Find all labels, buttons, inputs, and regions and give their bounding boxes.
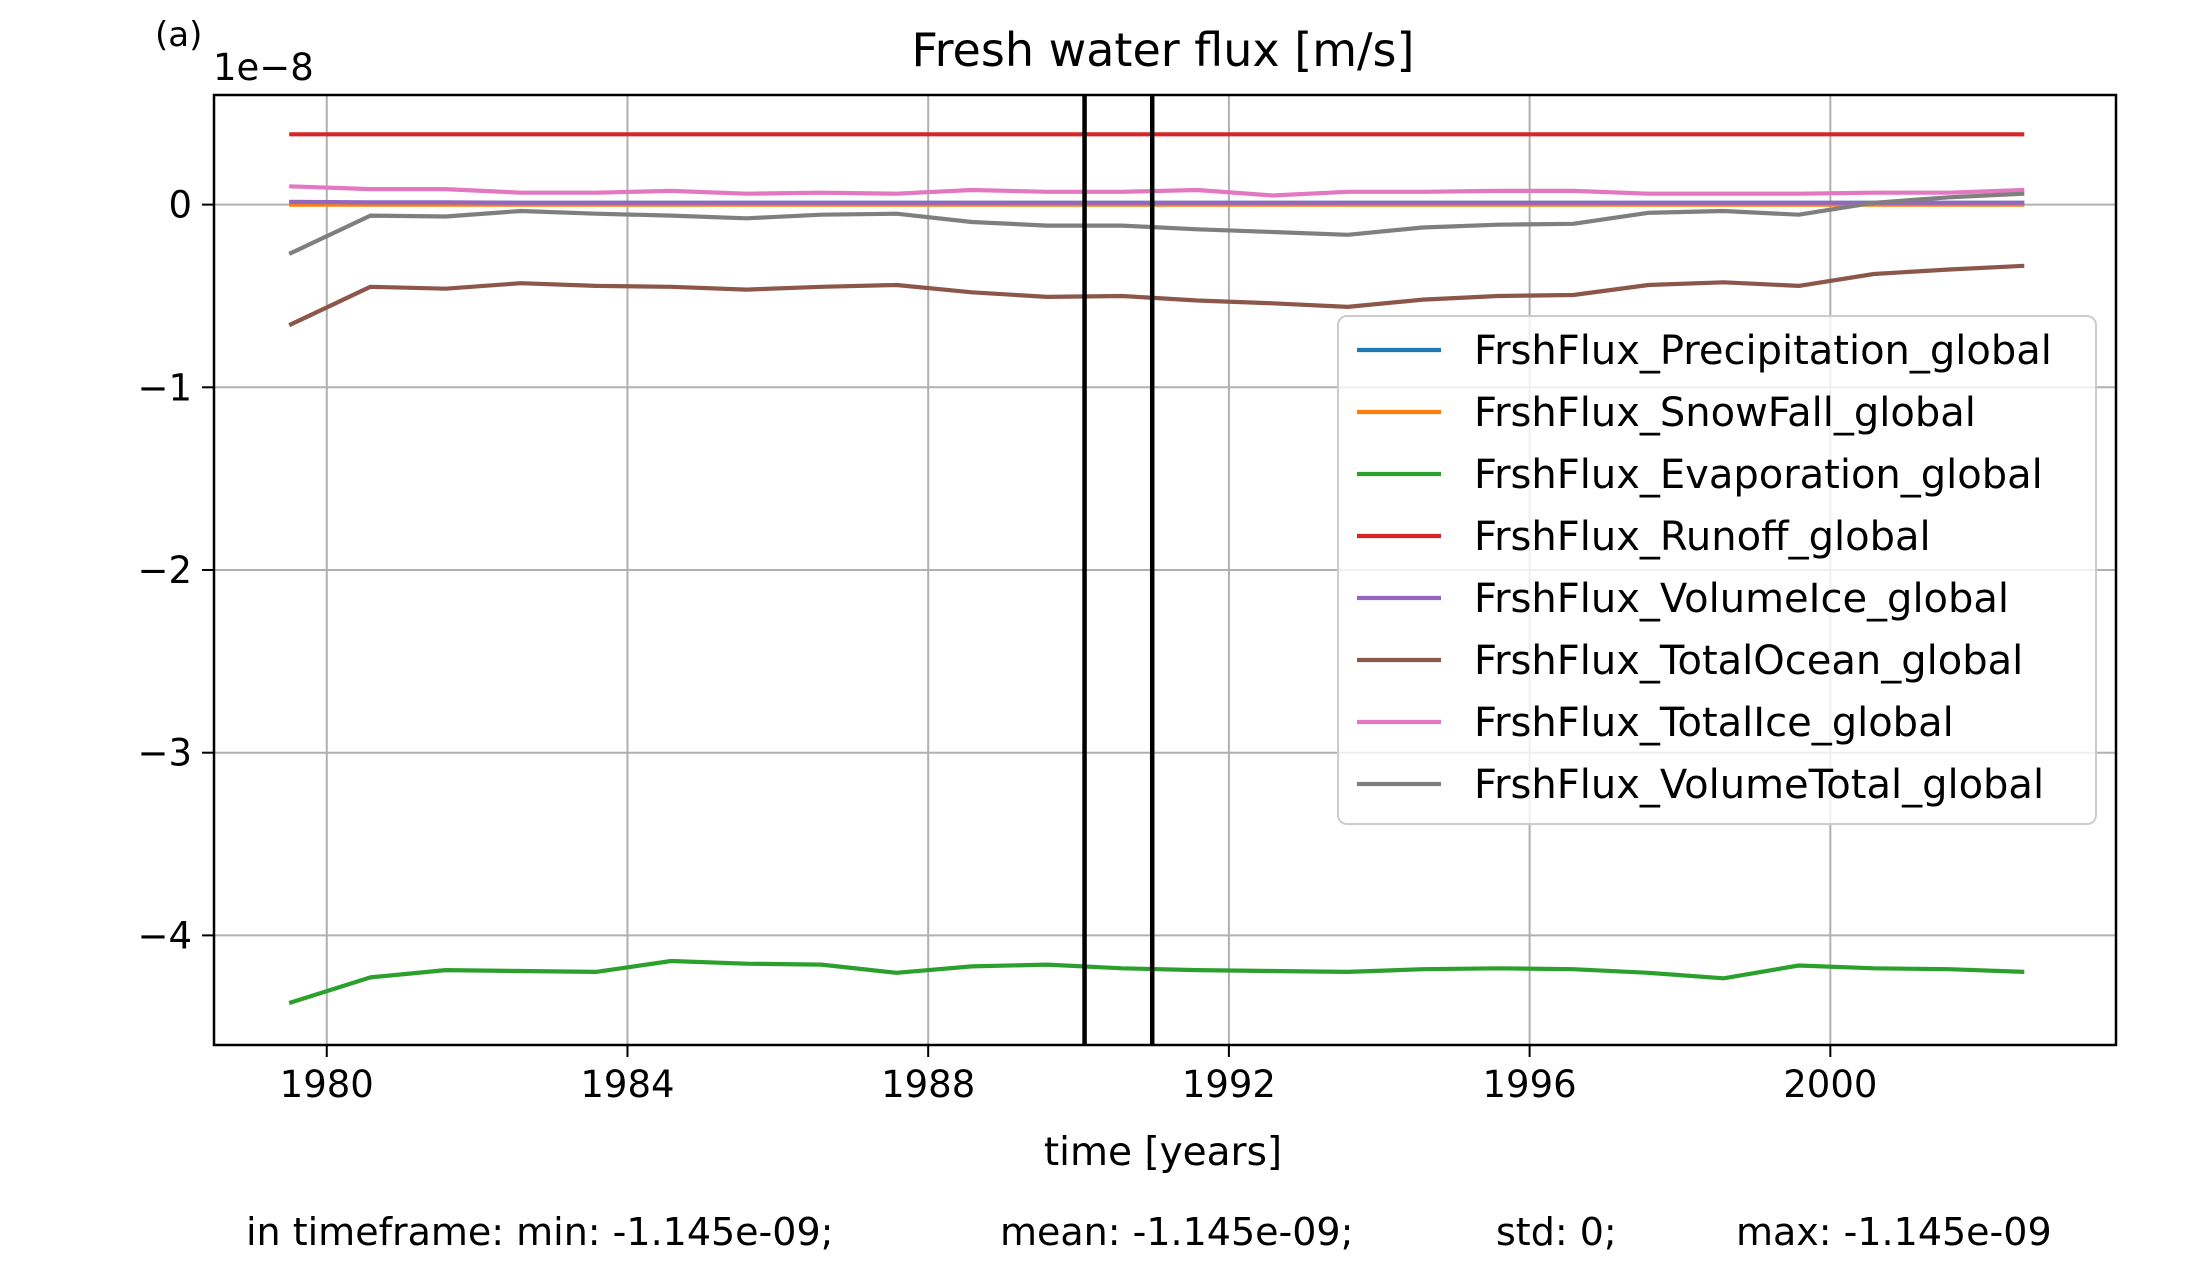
chart-title: Fresh water flux [m/s] xyxy=(912,23,1415,77)
y-tick-label: −4 xyxy=(137,914,192,957)
x-axis-ticks: 1980 1984 1988 1992 1996 2000 xyxy=(280,1045,1877,1106)
legend-label-frshflux-precipitation-global: FrshFlux_Precipitation_global xyxy=(1474,328,2052,374)
legend-label-frshflux-volumetotal-global: FrshFlux_VolumeTotal_global xyxy=(1474,762,2044,808)
legend-label-frshflux-totalice-global: FrshFlux_TotalIce_global xyxy=(1474,700,1954,746)
y-tick-label: 0 xyxy=(168,184,192,227)
x-tick-label: 1984 xyxy=(580,1063,674,1106)
x-tick-label: 1988 xyxy=(881,1063,975,1106)
series-line-frshflux-evaporation-global xyxy=(288,958,2025,1006)
series-line-frshflux-totalice-global xyxy=(289,184,2025,198)
stats-min: in timeframe: min: -1.145e-09; xyxy=(246,1210,833,1254)
x-axis-label: time [years] xyxy=(1044,1130,1282,1175)
period-markers xyxy=(1082,95,1155,1045)
y-tick-label: −1 xyxy=(137,366,192,409)
legend: FrshFlux_Precipitation_global FrshFlux_Sn… xyxy=(1337,315,2097,825)
x-tick-label: 1996 xyxy=(1483,1063,1577,1106)
series-line-frshflux-volumetotal-global xyxy=(288,191,2025,256)
x-tick-label: 1980 xyxy=(280,1063,374,1106)
stats-mean: mean: -1.145e-09; xyxy=(1000,1210,1353,1254)
legend-label-frshflux-runoff-global: FrshFlux_Runoff_global xyxy=(1474,514,1931,560)
stats-std: std: 0; xyxy=(1496,1210,1617,1254)
y-tick-label: −2 xyxy=(137,549,192,592)
x-tick-label: 2000 xyxy=(1783,1063,1877,1106)
x-tick-label: 1992 xyxy=(1182,1063,1276,1106)
panel-label: (a) xyxy=(155,15,202,55)
legend-label-frshflux-evaporation-global: FrshFlux_Evaporation_global xyxy=(1474,452,2043,498)
legend-label-frshflux-snowfall-global: FrshFlux_SnowFall_global xyxy=(1474,390,1976,436)
legend-label-frshflux-volumeice-global: FrshFlux_VolumeIce_global xyxy=(1474,576,2009,622)
series-line-frshflux-volumeice-global xyxy=(289,199,2025,205)
y-axis-ticks: 0 −1 −2 −3 −4 xyxy=(137,184,214,957)
legend-box xyxy=(1337,315,2097,825)
series-lines xyxy=(288,132,2025,1006)
legend-label-frshflux-totalocean-global: FrshFlux_TotalOcean_global xyxy=(1474,638,2023,684)
legend-entries: FrshFlux_Precipitation_global FrshFlux_Sn… xyxy=(1357,328,2052,808)
y-offset-text: 1e−8 xyxy=(213,46,314,89)
series-line-frshflux-totalocean-global xyxy=(288,263,2025,328)
stats-line: in timeframe: min: -1.145e-09; mean: -1.… xyxy=(246,1210,2052,1254)
y-tick-label: −3 xyxy=(137,732,192,775)
stats-max: max: -1.145e-09 xyxy=(1736,1210,2052,1254)
